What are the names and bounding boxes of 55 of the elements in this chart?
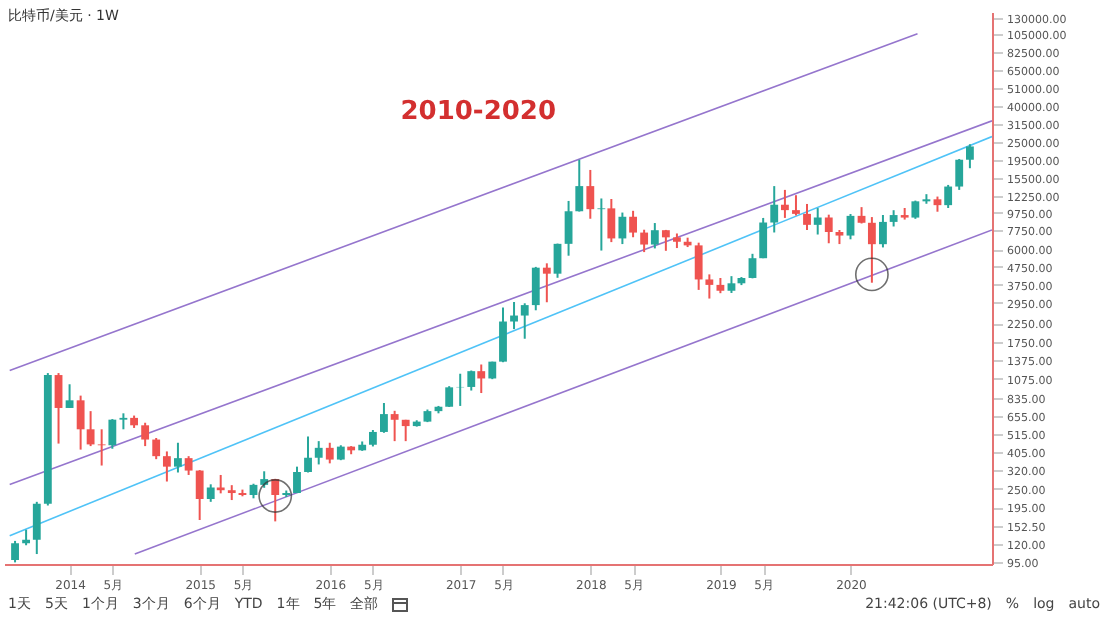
candlestick xyxy=(781,188,789,219)
candlestick xyxy=(770,185,779,234)
candlestick xyxy=(162,450,171,483)
candlestick xyxy=(380,401,388,434)
candlestick xyxy=(510,301,518,331)
candlestick xyxy=(813,207,822,236)
candlestick xyxy=(108,418,117,450)
candlestick xyxy=(195,469,204,521)
candlestick xyxy=(152,437,161,461)
candlestick xyxy=(640,228,649,254)
candlestick xyxy=(141,421,150,448)
candlestick xyxy=(499,306,507,364)
candlestick xyxy=(586,168,595,220)
candlestick xyxy=(184,455,193,476)
candlestick xyxy=(607,197,616,244)
candlestick xyxy=(879,213,887,249)
candlestick xyxy=(564,199,573,257)
candlestick xyxy=(520,302,529,340)
candlestick xyxy=(759,216,768,260)
candlestick xyxy=(846,213,855,241)
candlestick xyxy=(54,372,63,445)
candlestick xyxy=(748,252,757,280)
candlestick xyxy=(271,477,280,523)
candlestick xyxy=(531,265,540,312)
candlestick xyxy=(824,213,833,245)
text: 2010-2020 xyxy=(400,97,557,128)
candlestick xyxy=(390,409,399,443)
candlestick xyxy=(553,242,562,279)
candlestick xyxy=(955,157,964,191)
candlestick xyxy=(477,363,486,395)
candlestick xyxy=(65,383,74,409)
candlestick xyxy=(86,410,95,448)
candlestick xyxy=(803,202,811,232)
candlestick xyxy=(293,465,301,495)
candlestick xyxy=(650,222,659,250)
candlestick xyxy=(325,441,334,465)
candlestick xyxy=(694,241,703,291)
candlestick xyxy=(174,441,182,474)
candlestick xyxy=(304,435,312,474)
candlestick xyxy=(597,197,606,252)
candlestick xyxy=(867,216,876,284)
candlestick xyxy=(944,183,953,209)
candlestick xyxy=(314,440,323,466)
candlestick xyxy=(705,273,714,300)
candlestick xyxy=(575,158,584,213)
candlestick xyxy=(629,209,637,239)
candlestick xyxy=(32,500,41,556)
candlestick xyxy=(216,473,225,495)
candlestick xyxy=(542,262,551,304)
candlestick xyxy=(792,194,800,217)
candlestick xyxy=(965,143,974,170)
candlestick xyxy=(445,385,454,408)
candlestick xyxy=(97,428,106,467)
candlestick xyxy=(618,211,627,246)
candlestick xyxy=(76,394,85,451)
